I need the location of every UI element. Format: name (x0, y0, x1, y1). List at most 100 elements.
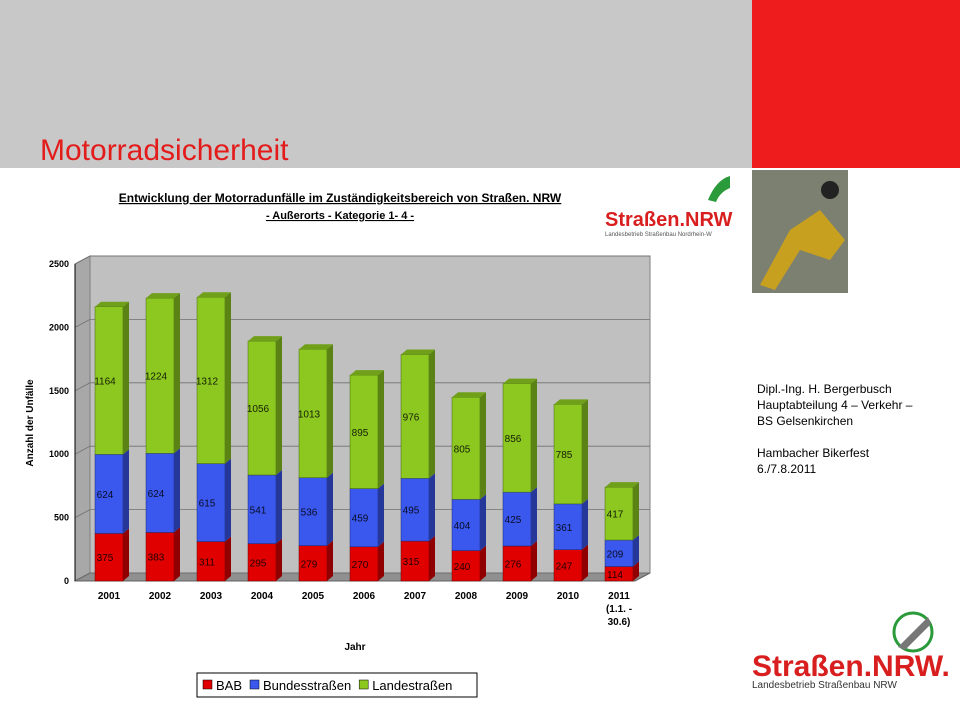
bar-side (633, 482, 639, 541)
bar-side (123, 449, 129, 534)
x-tick-label: 2003 (199, 591, 223, 602)
bar-segment (145, 297, 175, 454)
y-tick-label: 1500 (49, 386, 69, 396)
chart-title: Entwicklung der Motorradunfälle im Zustä… (119, 191, 562, 205)
bar-segment (94, 306, 124, 455)
bar-segment (349, 374, 379, 489)
bar-segment (247, 340, 277, 476)
value-label: 624 (148, 489, 165, 500)
value-label: 624 (97, 490, 114, 501)
x-tick-label: 2009 (505, 591, 529, 602)
event-line: 6./7.8.2011 (757, 462, 817, 476)
bar-segment (349, 546, 379, 582)
value-label: 495 (403, 506, 420, 517)
value-label: 295 (250, 558, 267, 569)
value-label: 375 (97, 553, 114, 564)
bar-side (582, 498, 588, 550)
value-label: 383 (148, 553, 165, 564)
value-label: 785 (556, 450, 573, 461)
grid-line (74, 382, 650, 392)
value-label: 536 (301, 508, 318, 519)
value-label: 425 (505, 515, 522, 526)
value-label: 976 (403, 412, 420, 423)
value-label: 805 (454, 444, 471, 455)
legend-swatch (249, 679, 260, 690)
logo-icon (708, 176, 730, 202)
author-line: Dipl.-Ing. H. Bergerbusch (757, 382, 892, 396)
photo-rider (821, 181, 839, 199)
bar-segment (502, 383, 532, 493)
bar-side (327, 472, 333, 546)
bar-side (633, 535, 639, 567)
bar-side (225, 458, 231, 542)
bar-segment (145, 453, 175, 533)
value-label: 361 (556, 523, 573, 534)
bar-segment (196, 296, 226, 464)
bar-segment (94, 533, 124, 582)
bar-side (378, 483, 384, 547)
bar-side (378, 541, 384, 581)
value-label: 247 (556, 561, 573, 572)
bar-side (531, 541, 537, 581)
value-label: 311 (199, 557, 215, 568)
grid-line (74, 318, 650, 328)
bar-top (248, 336, 282, 342)
x-tick-label: 2006 (352, 591, 376, 602)
value-label: 315 (403, 557, 420, 568)
bar-segment (553, 503, 583, 550)
y-tick-label: 500 (54, 513, 69, 523)
bar-segment (298, 545, 328, 582)
bar-top (554, 399, 588, 405)
value-label: 459 (352, 514, 369, 525)
legend-swatch (358, 679, 369, 690)
bar-top (503, 378, 537, 384)
photo-bike (760, 210, 845, 290)
value-label: 276 (505, 560, 522, 571)
side-wall (74, 255, 91, 582)
value-label: 1056 (247, 404, 270, 415)
bar-side (123, 301, 129, 455)
bar-segment (247, 474, 277, 544)
bar-side (174, 293, 180, 454)
bar-side (582, 544, 588, 581)
y-tick-label: 2500 (49, 259, 69, 269)
x-tick-label: 2011 (1.1. - 30.6) (605, 591, 633, 628)
value-label: 856 (505, 434, 522, 445)
bar-segment (451, 550, 481, 582)
bar-side (174, 448, 180, 533)
bar-side (225, 292, 231, 464)
logo-top-sub: Landesbetrieb Straßenbau Nordrhein-W (605, 232, 712, 238)
value-label: 1164 (94, 377, 116, 388)
author-line: BS Gelsenkirchen (757, 414, 854, 428)
event-line: Hambacher Bikerfest (757, 446, 870, 460)
bar-side (480, 545, 486, 581)
bar-side (276, 538, 282, 581)
bar-side (378, 370, 384, 489)
bar-segment (400, 478, 430, 542)
author-line: Hauptabteilung 4 – Verkehr – (757, 398, 913, 412)
bar-side (123, 528, 129, 581)
bar-side (531, 378, 537, 493)
author-text: Dipl.-Ing. H. Bergerbusch Hauptabteilung … (757, 381, 912, 429)
logo-top: Straßen.NRW (605, 209, 733, 231)
y-axis-label: Anzahl der Unfälle (25, 379, 36, 467)
x-axis-label: Jahr (344, 642, 365, 653)
logo-bottom-sub: Landesbetrieb Straßenbau NRW (752, 680, 897, 691)
bar-side (429, 473, 435, 542)
bar-side (582, 399, 588, 504)
value-label: 1312 (196, 376, 219, 387)
bar-top (401, 349, 435, 355)
legend-label: Landestraßen (372, 678, 452, 693)
value-label: 417 (607, 510, 624, 521)
x-tick-label: 2008 (454, 591, 478, 602)
header-accent (752, 0, 960, 168)
bar-segment (298, 477, 328, 546)
bar-side (276, 336, 282, 475)
bar-side (633, 561, 639, 581)
bar-side (429, 536, 435, 581)
bar-top (197, 292, 231, 298)
legend-label: BAB (216, 678, 242, 693)
bar-segment (400, 354, 430, 479)
bar-segment (604, 539, 634, 567)
